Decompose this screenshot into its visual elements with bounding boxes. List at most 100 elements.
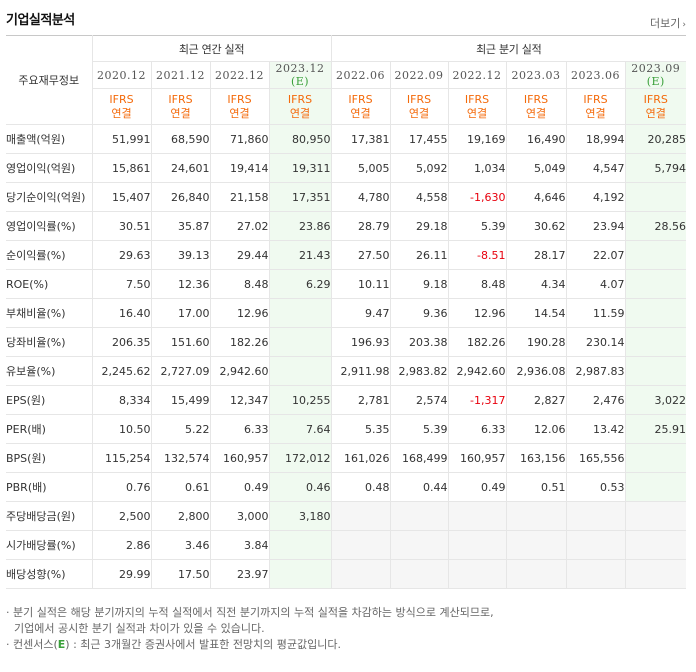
consolidated-label: 연결: [289, 106, 311, 120]
ifrs-label: IFRS: [348, 92, 373, 106]
table-cell: 8.48: [210, 269, 270, 299]
table-cell: 6.29: [269, 269, 332, 299]
ifrs-label: IFRS: [643, 92, 668, 106]
table-cell: 3.46: [151, 530, 211, 560]
table-cell: [269, 356, 332, 386]
period-header: 2021.12: [151, 61, 211, 89]
table-cell: 2,245.62: [92, 356, 152, 386]
table-cell: 2,911.98: [330, 356, 391, 386]
table-cell: 3,000: [210, 501, 270, 531]
table-cell: 29.63: [92, 240, 152, 270]
footnote-text: · 컨센서스(: [6, 638, 58, 651]
table-cell: 35.87: [151, 211, 211, 241]
table-cell: 21,158: [210, 182, 270, 212]
table-cell: 161,026: [330, 443, 391, 473]
table-cell: 30.62: [506, 211, 567, 241]
ifrs-header: IFRS 연결: [448, 88, 507, 125]
table-row: 매출액(억원) 51,991 68,590 71,860 80,950 17,381 17,…: [6, 124, 687, 154]
table-cell: 21.43: [269, 240, 332, 270]
table-cell: [566, 501, 626, 531]
table-cell: [448, 559, 507, 589]
ifrs-header: IFRS 연결: [269, 88, 332, 125]
table-cell: 14.54: [506, 298, 567, 328]
period-label: 2022.12: [215, 68, 264, 82]
table-cell: 9.36: [390, 298, 449, 328]
table-row: 배당성향(%) 29.99 17.50 23.97: [6, 559, 687, 589]
table-cell: 18,994: [566, 124, 626, 154]
table-cell: 0.51: [506, 472, 567, 502]
table-cell: 2,727.09: [151, 356, 211, 386]
ifrs-header: IFRS 연결: [390, 88, 449, 125]
table-cell: 0.49: [448, 472, 507, 502]
table-row: PER(배) 10.50 5.22 6.33 7.64 5.35 5.39 6.33 12.06…: [6, 414, 687, 444]
table-cell: 12.06: [506, 414, 567, 444]
period-header: 2023.09 (E): [625, 61, 687, 89]
table-cell: 4,646: [506, 182, 567, 212]
table-cell: 2,476: [566, 385, 626, 415]
table-cell: 10.11: [330, 269, 391, 299]
row-label: BPS(원): [6, 443, 93, 473]
table-cell: 190.28: [506, 327, 567, 357]
row-label: 배당성향(%): [6, 559, 93, 589]
table-cell: [506, 501, 567, 531]
chevron-right-icon: ›: [682, 20, 686, 30]
table-cell: 19,169: [448, 124, 507, 154]
period-header: 2020.12: [92, 61, 152, 89]
period-header: 2022.12: [448, 61, 507, 89]
row-label: EPS(원): [6, 385, 93, 415]
table-cell: 17,351: [269, 182, 332, 212]
ifrs-label: IFRS: [464, 92, 490, 106]
table-cell: 12.36: [151, 269, 211, 299]
table-row: 영업이익(억원) 15,861 24,601 19,414 19,311 5,005 5,0…: [6, 153, 687, 183]
table-cell: 2,574: [390, 385, 449, 415]
table-cell: 80,950: [269, 124, 332, 154]
footnote-line: · 분기 실적은 해당 분기까지의 누적 실적에서 직전 분기까지의 누적 실적…: [6, 606, 494, 619]
consolidated-label: 연결: [229, 106, 250, 120]
table-cell: 203.38: [390, 327, 449, 357]
row-label: 영업이익(억원): [6, 153, 93, 183]
table-cell: 3.84: [210, 530, 270, 560]
table-cell: 12,347: [210, 385, 270, 415]
more-link[interactable]: 더보기 ›: [650, 15, 686, 31]
table-cell: 24,601: [151, 153, 211, 183]
table-cell: [625, 501, 687, 531]
consolidated-label: 연결: [170, 106, 191, 120]
table-cell: [269, 327, 332, 357]
footnote-text: ) : 최근 3개월간 증권사에서 발표한 전망치의 평균값입니다.: [65, 638, 342, 651]
table-cell: 8.48: [448, 269, 507, 299]
table-row: EPS(원) 8,334 15,499 12,347 10,255 2,781 2,574-…: [6, 385, 687, 415]
table-cell: 3,180: [269, 501, 332, 531]
table-cell: 2,942.60: [210, 356, 270, 386]
table-cell: 182.26: [210, 327, 270, 357]
period-label: 2022.12: [452, 68, 502, 82]
estimate-mark: (E): [646, 75, 665, 88]
consolidated-label: 연결: [408, 106, 430, 120]
table-cell: 27.50: [330, 240, 391, 270]
table-row: 주당배당금(원) 2,500 2,800 3,000 3,180: [6, 501, 687, 531]
table-cell: [566, 559, 626, 589]
period-header: 2023.03: [506, 61, 567, 89]
quarter-group-header: 최근 분기 실적: [330, 35, 687, 62]
table-cell: 0.76: [92, 472, 152, 502]
table-cell: 23.94: [566, 211, 626, 241]
row-label: ROE(%): [6, 269, 93, 299]
row-label: PER(배): [6, 414, 93, 444]
table-cell: 15,861: [92, 153, 152, 183]
table-cell: 5,005: [330, 153, 391, 183]
table-cell: 0.46: [269, 472, 332, 502]
table-cell: [625, 443, 687, 473]
table-cell: [448, 530, 507, 560]
period-label: 2020.12: [97, 68, 146, 82]
table-cell: 5.35: [330, 414, 391, 444]
table-cell: 172,012: [269, 443, 332, 473]
table-cell: 27.02: [210, 211, 270, 241]
table-row: 부채비율(%) 16.40 17.00 12.96 9.47 9.36 12.96 14.54…: [6, 298, 687, 328]
table-cell: 5,049: [506, 153, 567, 183]
table-cell: 2.86: [92, 530, 152, 560]
table-cell: 160,957: [448, 443, 507, 473]
table-cell: 9.47: [330, 298, 391, 328]
table-cell: [625, 298, 687, 328]
table-cell: [625, 356, 687, 386]
table-cell: 4,547: [566, 153, 626, 183]
table-cell: 3,022: [625, 385, 687, 415]
